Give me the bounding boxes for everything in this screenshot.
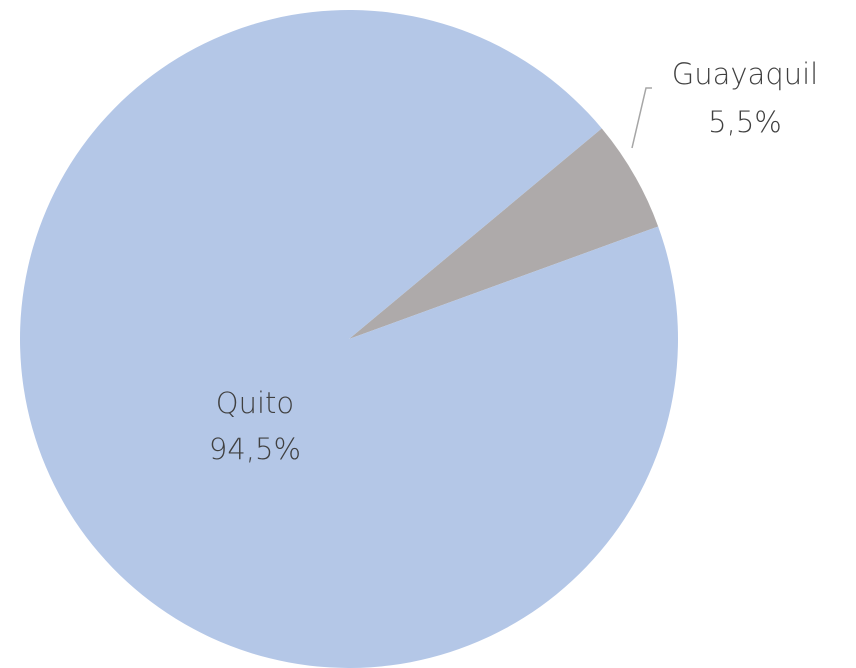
- category-label: Guayaquil: [672, 57, 818, 91]
- category-label: Quito: [216, 386, 294, 420]
- pie-slice: [20, 10, 678, 668]
- pie-slice: [349, 128, 659, 339]
- leader-line: [631, 87, 652, 149]
- value-label: 94,5%: [209, 432, 301, 466]
- value-label: 5,5%: [708, 105, 782, 139]
